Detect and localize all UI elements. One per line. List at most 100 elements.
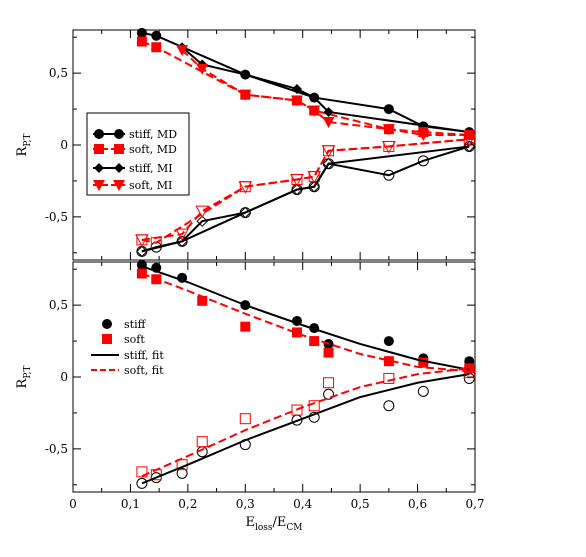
bottom-data-point xyxy=(464,363,475,374)
bottom-data-point xyxy=(197,295,208,306)
top-legend-marker-stiff-md-left xyxy=(94,129,104,139)
top-data-point xyxy=(417,129,430,141)
top-legend-marker-soft-mi-right xyxy=(113,180,125,191)
bottom-series-stiff xyxy=(136,259,475,367)
bottom-x-tick-label: 0,4 xyxy=(293,497,312,511)
bottom-plot-frame xyxy=(72,261,476,493)
top-data-point xyxy=(151,42,162,53)
top-data-point xyxy=(175,228,189,242)
bottom-series-soft xyxy=(136,268,475,374)
top-data-point xyxy=(291,183,303,196)
top-series-line xyxy=(141,138,470,241)
top-data-point xyxy=(307,171,322,184)
bottom-legend-label-stiff-fit: stiff, fit xyxy=(124,349,164,362)
top-data-point xyxy=(290,174,304,187)
bottom-series-line xyxy=(141,272,470,373)
top-data-point xyxy=(135,234,149,247)
top-y-label-main: R xyxy=(15,145,30,156)
top-data-point xyxy=(323,106,334,117)
bottom-data-point xyxy=(417,385,429,397)
x-label-sub2: CM xyxy=(286,523,302,533)
bottom-series-stiff-fit xyxy=(141,265,470,371)
top-legend-label-stiff-mi: stiff, MI xyxy=(129,162,173,175)
top-data-point xyxy=(322,117,335,128)
x-label-sub1: loss xyxy=(255,523,273,533)
bottom-data-point xyxy=(196,436,208,448)
bottom-y-label-main: R xyxy=(15,377,30,388)
bottom-legend: stiff soft stiff, fit soft, fit xyxy=(91,318,164,377)
top-series-line xyxy=(141,145,470,253)
bottom-x-tick-label: 0 xyxy=(69,497,77,511)
bottom-x-tick-label: 0,7 xyxy=(465,497,484,511)
bottom-series-soft-fit-lower xyxy=(141,367,470,478)
top-data-point xyxy=(239,89,252,101)
top-data-point xyxy=(382,140,396,154)
top-legend-marker-stiff-mi-left xyxy=(94,163,104,173)
bottom-x-tick-label: 0,3 xyxy=(236,497,255,511)
top-legend-marker-stiff-mi-right xyxy=(114,163,124,173)
bottom-data-point xyxy=(383,400,395,412)
bottom-legend-label-soft-fit: soft, fit xyxy=(124,364,164,377)
top-series-layer xyxy=(135,27,477,258)
top-y-tick-label: 0 xyxy=(60,138,68,152)
top-data-point xyxy=(136,245,148,258)
bottom-data-point xyxy=(323,388,335,400)
bottom-data-point xyxy=(291,327,302,338)
top-series-soft-mi xyxy=(176,45,476,141)
bottom-x-tick-label: 0,6 xyxy=(408,497,427,511)
top-data-point xyxy=(382,124,395,136)
top-data-point xyxy=(463,140,475,153)
top-legend-marker-stiff-md-right xyxy=(114,129,124,139)
top-series-line xyxy=(141,31,470,134)
x-label-mid: /E xyxy=(273,515,287,530)
top-series-line xyxy=(141,40,470,136)
bottom-y-axis-label: RP,T xyxy=(15,366,33,389)
bottom-legend-marker-soft xyxy=(102,334,112,344)
top-data-point xyxy=(136,27,147,38)
top-data-point xyxy=(291,83,302,94)
bottom-x-tick-label: 0,2 xyxy=(178,497,197,511)
bottom-axis-ticks: -0,5 0 0,5 0 0,1 0,2 0,3 0,4 0,5 0,6 0,7 xyxy=(45,262,485,511)
bottom-series-soft-fit xyxy=(141,272,470,373)
bottom-series-stiff-fit-lower xyxy=(141,373,470,485)
top-data-point xyxy=(463,129,476,141)
top-data-point xyxy=(151,30,162,41)
bottom-legend-label-stiff: stiff xyxy=(124,318,147,331)
top-data-point xyxy=(462,133,477,147)
top-series-line xyxy=(141,145,470,253)
bottom-series-soft-lower xyxy=(136,367,475,481)
top-data-point xyxy=(321,145,336,158)
bottom-x-tick-label: 0,5 xyxy=(351,497,370,511)
top-data-point xyxy=(383,104,394,115)
top-data-point xyxy=(239,206,251,219)
bottom-y-tick-label: 0,5 xyxy=(49,298,68,312)
top-data-point xyxy=(176,45,189,57)
top-legend-entry-stiff-mi: stiff, MI xyxy=(93,162,173,175)
top-legend-entry-soft-md: soft, MD xyxy=(93,143,177,156)
top-data-point xyxy=(195,205,210,219)
top-legend-marker-soft-md-right xyxy=(114,144,124,154)
bottom-legend-label-soft: soft xyxy=(124,333,145,346)
top-series-stiff-mi-lower xyxy=(136,140,475,258)
top-data-point xyxy=(196,63,209,75)
top-series-line xyxy=(141,138,470,244)
bottom-data-point xyxy=(383,336,394,347)
bottom-series-line xyxy=(141,367,470,478)
top-data-point xyxy=(238,181,253,194)
bottom-x-tick-label: 0,1 xyxy=(121,497,140,511)
top-legend-entry-soft-mi: soft, MI xyxy=(93,179,172,192)
bottom-series-stiff-lower xyxy=(136,372,475,489)
top-legend-marker-soft-mi-left xyxy=(93,180,105,191)
bottom-y-tick-label: -0,5 xyxy=(45,442,68,456)
top-series-stiff-mi xyxy=(177,42,475,138)
top-data-point xyxy=(417,155,429,167)
top-y-tick-label: 0,5 xyxy=(49,66,68,80)
top-data-point xyxy=(196,215,208,227)
top-data-point xyxy=(136,36,147,47)
top-data-point xyxy=(322,157,335,170)
top-data-point xyxy=(309,92,320,103)
top-data-point xyxy=(290,95,303,107)
bottom-data-point xyxy=(240,321,251,332)
bottom-data-point xyxy=(463,367,475,379)
